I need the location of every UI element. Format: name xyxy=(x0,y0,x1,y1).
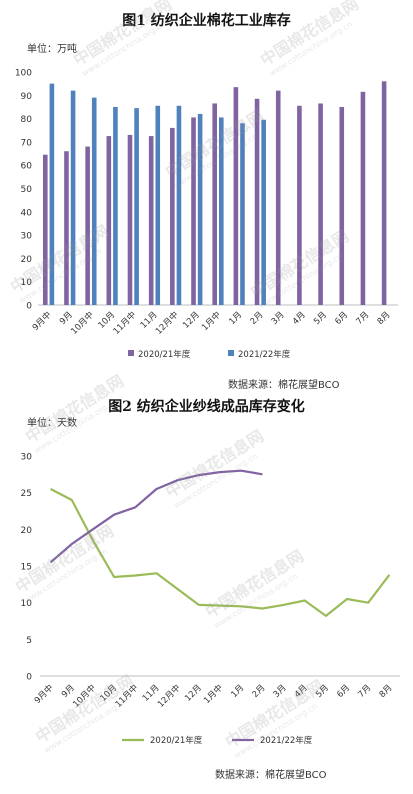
y-tick-label: 15 xyxy=(21,563,32,573)
y-tick-label: 50 xyxy=(21,185,33,195)
bar-series-2020-21 xyxy=(339,106,345,305)
y-tick-label: 10 xyxy=(21,599,33,609)
series-line-2021-22 xyxy=(49,469,263,564)
y-tick-label: 0 xyxy=(26,673,32,683)
legend-label: 2020/21年度 xyxy=(138,349,191,360)
y-tick-label: 0 xyxy=(26,302,32,312)
y-tick-label: 40 xyxy=(21,208,33,218)
x-tick-label: 1月中 xyxy=(199,309,223,333)
bar-series-2020-21 xyxy=(148,136,154,305)
bar-series-2021-22 xyxy=(197,113,203,305)
bar-series-2021-22 xyxy=(91,97,97,305)
y-tick-label: 20 xyxy=(21,255,33,265)
chart-title: 图2 纺织企业纱线成品库存变化 xyxy=(108,399,305,415)
y-tick-label: 70 xyxy=(21,138,33,148)
chart-title: 图1 纺织企业棉花工业库存 xyxy=(122,13,291,29)
bar-series-2020-21 xyxy=(212,103,217,305)
bar-series-2021-22 xyxy=(176,105,182,305)
x-tick-label: 12月中 xyxy=(155,682,182,709)
x-tick-label: 5月 xyxy=(314,683,331,700)
x-tick-label: 11月中 xyxy=(113,682,140,709)
bar-series-2021-22 xyxy=(219,117,224,305)
x-tick-label: 7月 xyxy=(354,310,371,327)
x-tick-label: 8月 xyxy=(378,683,395,700)
y-tick-label: 60 xyxy=(21,162,33,172)
x-tick-label: 11月中 xyxy=(111,309,138,336)
bar-series-2020-21 xyxy=(127,134,133,305)
unit-label: 单位：万吨 xyxy=(27,44,77,55)
bar-series-2021-22 xyxy=(70,90,76,305)
x-tick-label: 2月 xyxy=(251,683,268,700)
bar-series-2020-21 xyxy=(233,87,239,306)
bar-series-2020-21 xyxy=(170,127,175,305)
x-tick-label: 7月 xyxy=(356,683,373,700)
bar-series-2020-21 xyxy=(318,103,323,305)
y-tick-label: 10 xyxy=(21,278,33,288)
x-tick-label: 4月 xyxy=(293,683,310,700)
x-tick-label: 6月 xyxy=(333,310,350,327)
x-tick-label: 3月 xyxy=(272,683,289,700)
bar-series-2020-21 xyxy=(64,151,69,305)
bar-series-2021-22 xyxy=(155,105,161,305)
source-label: 数据来源：棉花展望BCO xyxy=(215,770,327,781)
bar-series-2020-21 xyxy=(106,136,112,305)
x-tick-label: 1月 xyxy=(227,310,244,327)
y-tick-label: 80 xyxy=(21,115,33,125)
x-tick-label: 9月中 xyxy=(30,309,54,333)
x-tick-label: 10月中 xyxy=(69,309,96,336)
y-tick-label: 90 xyxy=(21,92,33,102)
bar-series-2021-22 xyxy=(261,119,266,305)
x-tick-label: 9月 xyxy=(60,683,77,700)
bar-series-2020-21 xyxy=(381,81,387,305)
y-tick-label: 25 xyxy=(21,489,32,499)
x-tick-label: 9月 xyxy=(58,310,75,327)
bar-series-2020-21 xyxy=(275,90,281,305)
y-tick-label: 30 xyxy=(21,232,33,242)
x-tick-label: 5月 xyxy=(312,310,329,327)
y-tick-label: 100 xyxy=(15,69,32,79)
legend-swatch xyxy=(128,350,134,356)
bar-series-2020-21 xyxy=(360,91,366,306)
source-label: 数据来源：棉花展望BCO xyxy=(228,380,340,391)
x-tick-label: 6月 xyxy=(335,683,352,700)
bar-series-2020-21 xyxy=(42,154,48,305)
x-tick-label: 10月中 xyxy=(71,682,98,709)
x-tick-label: 2月 xyxy=(249,310,266,327)
bar-series-2020-21 xyxy=(297,105,302,305)
bar-series-2021-22 xyxy=(49,83,55,306)
x-tick-label: 4月 xyxy=(291,310,308,327)
unit-label: 单位：天数 xyxy=(27,418,77,429)
y-tick-label: 20 xyxy=(21,526,33,536)
x-tick-label: 12月 xyxy=(183,683,204,704)
x-tick-label: 3月 xyxy=(270,310,287,327)
bar-series-2021-22 xyxy=(240,123,245,305)
y-tick-label: 5 xyxy=(26,636,32,646)
x-tick-label: 8月 xyxy=(376,310,393,327)
x-tick-label: 9月中 xyxy=(32,682,56,706)
x-tick-label: 12月中 xyxy=(153,309,180,336)
y-tick-label: 30 xyxy=(21,453,33,463)
bar-series-2021-22 xyxy=(134,108,139,306)
legend-label: 2021/22年度 xyxy=(260,735,313,746)
legend-label: 2021/22年度 xyxy=(238,349,291,360)
x-tick-label: 12月 xyxy=(181,310,202,331)
x-tick-label: 1月 xyxy=(229,683,246,700)
bar-series-2020-21 xyxy=(254,98,260,305)
bar-series-2020-21 xyxy=(85,146,90,305)
chart-panel-inventory: 图1 纺织企业棉花工业库存 单位：万吨 0 10 20 30 40 50 60 70 80 90 1… xyxy=(0,0,413,392)
bar-series-2021-22 xyxy=(113,106,118,305)
legend-label: 2020/21年度 xyxy=(150,735,203,746)
series-line-2020-21 xyxy=(50,488,391,617)
x-tick-label: 1月中 xyxy=(201,682,225,706)
chart-panel-yarn: 图2 纺织企业纱线成品库存变化 单位：天数 0 5 10 15 20 25 30 9月中 9月 1… xyxy=(0,392,413,794)
bar-series-2020-21 xyxy=(191,117,196,305)
legend-swatch xyxy=(228,350,234,356)
